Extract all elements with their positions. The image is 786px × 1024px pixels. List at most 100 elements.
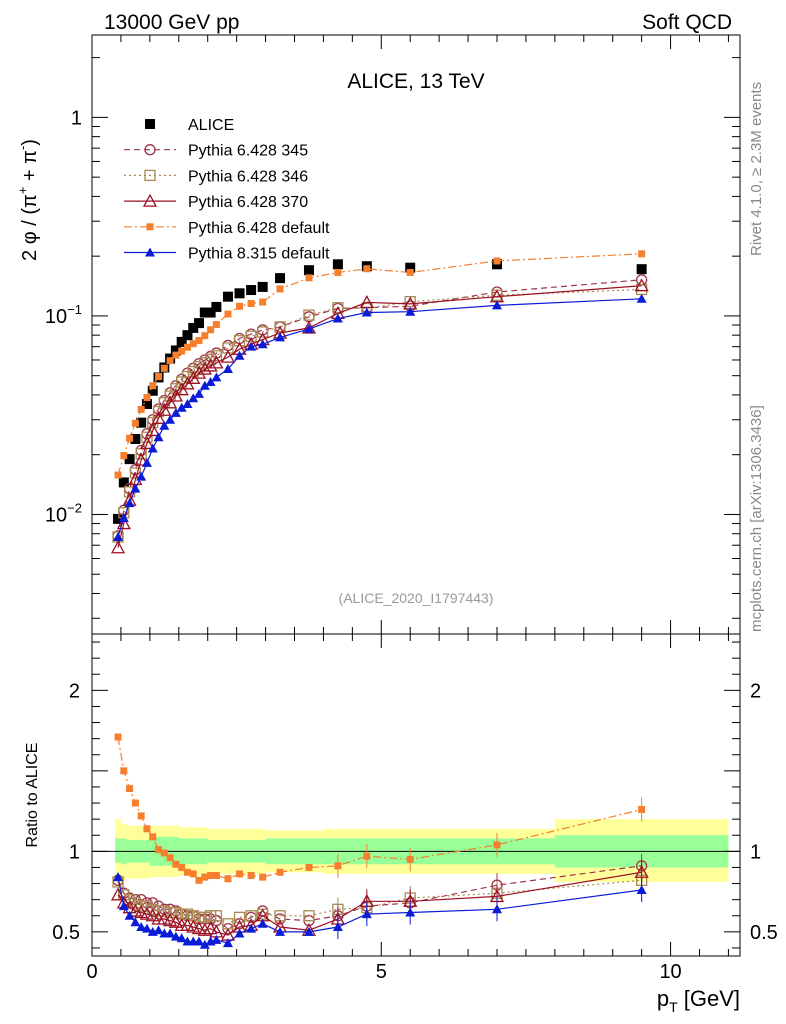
ratio-point-p6def [114,733,122,741]
main-y-tick-labels: 10−210−11 [45,107,82,526]
ratio-point-p370 [145,908,160,922]
data-point-p370 [116,516,131,530]
data-point-alice [170,345,181,356]
y-tick-exp: −2 [67,500,82,515]
y-tick-base: 10 [45,306,67,328]
x-tick-label: 10 [659,961,681,983]
ratio-point-p8def [113,872,124,882]
data-point-p8def [234,350,245,360]
ratio-point-p8def [170,931,181,941]
ratio-y-tick-label-left: 2 [69,680,80,702]
y-tick-base: 1 [71,107,82,129]
data-point-alice [332,259,343,270]
data-point-p8def [205,376,216,386]
data-point-p370 [157,402,172,416]
data-point-p346 [193,361,205,373]
main-y-axis-label: 2 φ / (π+ + π-) [15,139,41,261]
ratio-point-p6def [363,852,371,860]
data-point-p6def [166,357,174,365]
data-point-p346 [303,309,315,321]
data-point-alice [182,330,193,341]
data-point-alice [188,322,199,333]
data-point-p346 [210,350,223,362]
legend-entry-p6def: Pythia 6.428 default [124,220,330,237]
ratio-point-p8def [636,884,647,894]
data-point-p6def [120,452,128,460]
x-label-sub: T [669,999,678,1015]
data-point-p8def [136,471,147,481]
series-line-p346 [117,288,642,538]
ratio-panel: 0.5 0.5 1 1 2 2 0 5 10 Ratio to ALICE pT [GeV] [24,633,778,1015]
ratio-point-p346 [158,905,170,917]
ratio-point-p6def [259,873,267,881]
legend-marker [144,144,156,156]
series-line-p8def [117,298,642,538]
data-point-p6def [189,340,197,348]
data-point-p8def [361,307,372,317]
ratio-point-p8def [141,923,152,933]
data-point-p346 [274,321,286,333]
data-point-p8def [211,372,222,382]
series-p8def [113,293,647,542]
legend-marker [146,223,154,231]
data-point-p8def [303,323,314,333]
ratio-point-p345 [147,897,159,909]
legend-label: Pythia 6.428 345 [188,143,308,160]
x-tick-label: 0 [86,961,97,983]
data-point-alice [211,301,222,312]
data-point-alice [405,262,416,273]
data-point-p6def [172,351,180,359]
data-point-alice [246,285,257,296]
data-point-p6def [160,364,168,372]
ratio-y-tick-label-left: 0.5 [52,922,80,944]
y-label-minus-sup: - [15,146,30,150]
data-point-alice [113,513,124,524]
data-point-p370 [191,365,207,379]
data-point-p6def [276,285,284,293]
ratio-axis-ticks [91,634,740,956]
data-point-alice [275,273,286,284]
analysis-watermark: (ALICE_2020_I1797443) [339,590,494,606]
data-point-alice [118,477,129,488]
ratio-point-p370 [168,914,183,928]
data-point-p8def [176,402,187,412]
ratio-point-p6def [189,870,197,878]
ratio-point-p346 [210,910,223,922]
data-point-p8def [182,399,193,409]
data-point-alice [141,399,152,410]
x-label-p: p [657,986,669,1011]
data-point-p6def [183,343,191,351]
data-point-p6def [207,326,215,334]
ratio-point-p8def [194,936,205,946]
data-point-p6def [143,394,151,402]
data-point-p370 [145,423,160,437]
y-tick-label: 10−1 [45,302,82,328]
ratio-point-p8def [303,926,314,936]
legend-entry-p345: Pythia 6.428 345 [124,143,308,160]
ratio-point-p346 [303,910,315,922]
data-point-p6def [195,337,203,345]
ratio-y-tick-label-left: 1 [69,841,80,863]
legend-label: Pythia 6.428 346 [188,168,308,185]
data-point-p370 [634,278,649,292]
main-plot-area [110,250,649,554]
data-point-alice [205,307,216,318]
ratio-point-p345 [135,894,147,906]
ratio-point-p6def [305,863,313,871]
ratio-point-p6def [143,825,151,833]
data-point-p346 [199,357,211,369]
ratio-point-p8def [211,934,222,944]
y-tick-base: 10 [45,504,67,526]
x-axis-label: pT [GeV] [657,986,740,1015]
data-point-p8def [492,300,502,310]
data-point-p6def [638,250,646,258]
ratio-point-p6def [334,862,342,870]
ratio-y-axis-label: Ratio to ALICE [24,743,41,848]
ratio-point-p8def [257,918,268,928]
y-tick-label: 10−2 [45,500,82,526]
data-point-p346 [257,326,269,338]
data-point-p6def [201,332,209,340]
data-point-alice [194,318,205,329]
data-point-p370 [203,358,218,372]
